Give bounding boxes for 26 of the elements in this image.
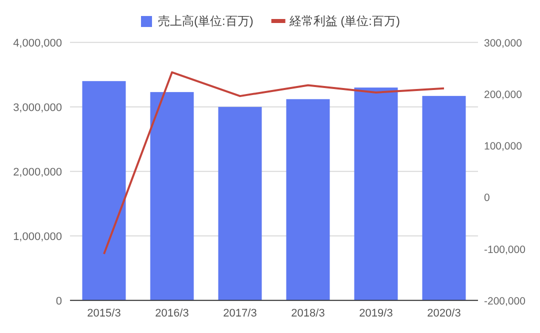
y2-tick-label: 100,000 — [484, 140, 522, 153]
y-tick-label: 2,000,000 — [13, 166, 62, 178]
y2-tick-label: -200,000 — [484, 295, 526, 308]
x-tick-label: 2016/3 — [155, 307, 189, 320]
bar — [218, 106, 262, 300]
legend-label: 売上高(単位:百万) — [158, 14, 254, 28]
y2-tick-label: -100,000 — [484, 244, 526, 256]
y-tick-label: 0 — [56, 295, 62, 308]
x-tick-label: 2019/3 — [359, 307, 393, 320]
y2-tick-label: 300,000 — [484, 37, 522, 50]
bar — [286, 99, 330, 300]
y2-tick-label: 0 — [484, 192, 490, 204]
x-tick-label: 2015/3 — [87, 307, 121, 320]
bar — [354, 88, 398, 300]
x-tick-label: 2017/3 — [223, 307, 257, 320]
y2-tick-label: 200,000 — [484, 89, 522, 101]
x-tick-label: 2020/3 — [427, 307, 461, 320]
y-tick-label: 1,000,000 — [13, 230, 62, 243]
x-tick-label: 2018/3 — [291, 307, 325, 320]
y-tick-label: 4,000,000 — [13, 37, 62, 50]
line-series — [103, 71, 445, 255]
bar — [82, 81, 126, 300]
bar — [150, 92, 194, 300]
bar — [422, 96, 466, 300]
legend-label: 経常利益 (単位:百万) — [288, 14, 400, 28]
y-tick-label: 3,000,000 — [13, 102, 62, 114]
